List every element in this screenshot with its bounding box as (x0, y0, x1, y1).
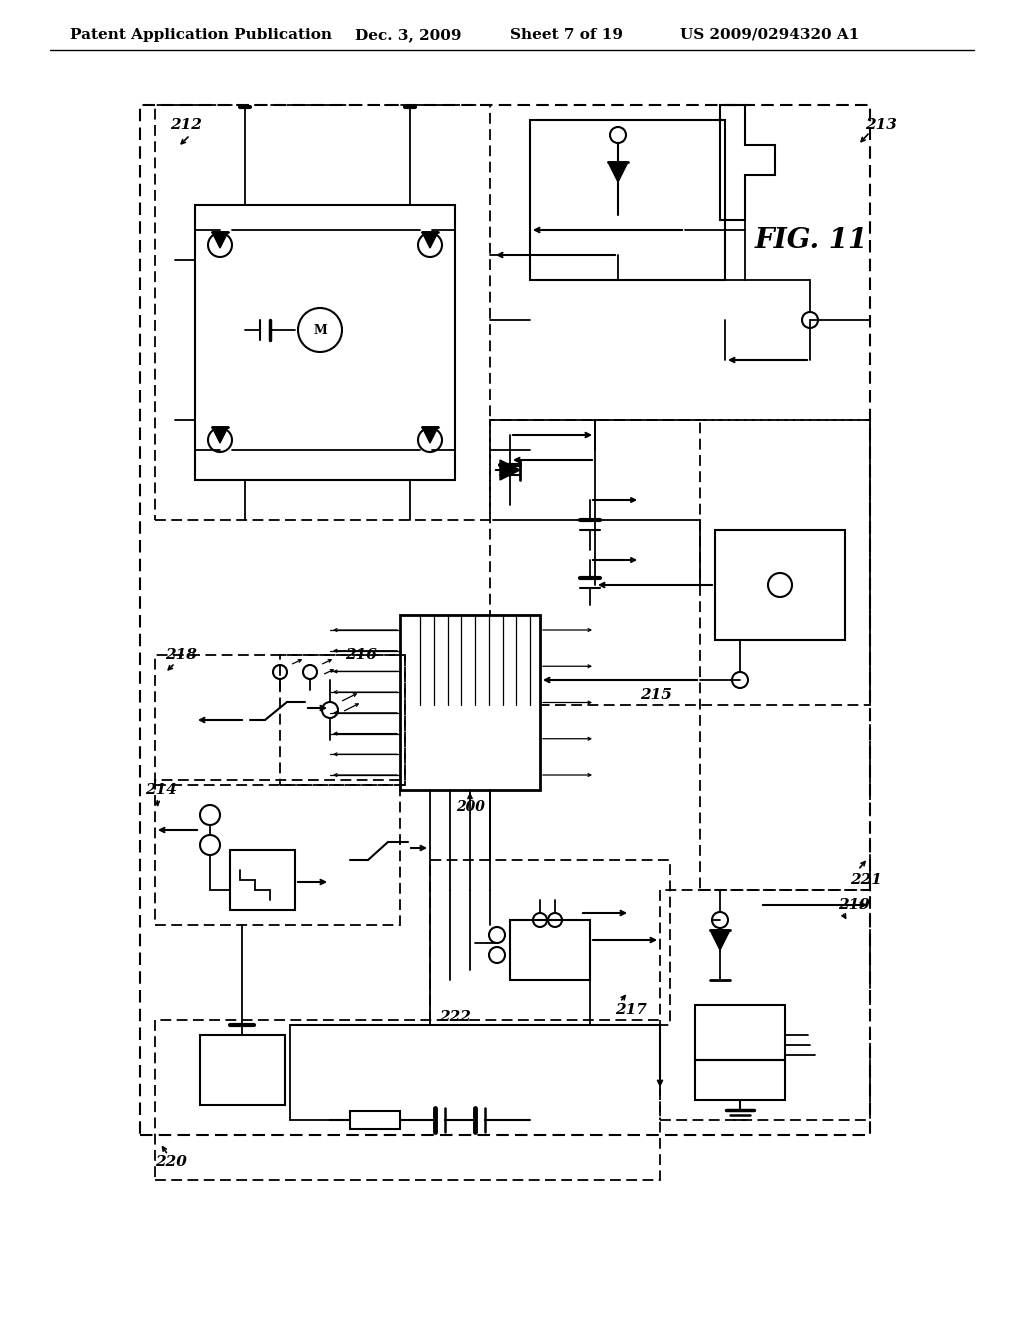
Text: FIG. 11: FIG. 11 (755, 227, 868, 253)
Text: 216: 216 (345, 648, 377, 663)
Text: Dec. 3, 2009: Dec. 3, 2009 (355, 28, 462, 42)
Text: 222: 222 (439, 1010, 471, 1024)
Polygon shape (422, 232, 438, 248)
Circle shape (298, 308, 342, 352)
Polygon shape (710, 931, 730, 950)
Polygon shape (608, 162, 628, 182)
Polygon shape (400, 615, 540, 789)
Polygon shape (500, 459, 520, 480)
Text: 218: 218 (165, 648, 197, 663)
Polygon shape (212, 426, 228, 444)
Text: 215: 215 (640, 688, 672, 702)
Text: US 2009/0294320 A1: US 2009/0294320 A1 (680, 28, 859, 42)
Text: 219: 219 (838, 898, 869, 912)
Text: 200: 200 (456, 800, 484, 814)
Text: 221: 221 (850, 873, 882, 887)
Polygon shape (212, 232, 228, 248)
Text: 214: 214 (145, 783, 177, 797)
Polygon shape (422, 426, 438, 444)
Text: 217: 217 (615, 1003, 647, 1016)
Text: Patent Application Publication: Patent Application Publication (70, 28, 332, 42)
Text: 212: 212 (170, 117, 202, 132)
Text: 213: 213 (865, 117, 897, 132)
Text: M: M (313, 323, 327, 337)
Text: 220: 220 (155, 1155, 186, 1170)
Text: Sheet 7 of 19: Sheet 7 of 19 (510, 28, 623, 42)
